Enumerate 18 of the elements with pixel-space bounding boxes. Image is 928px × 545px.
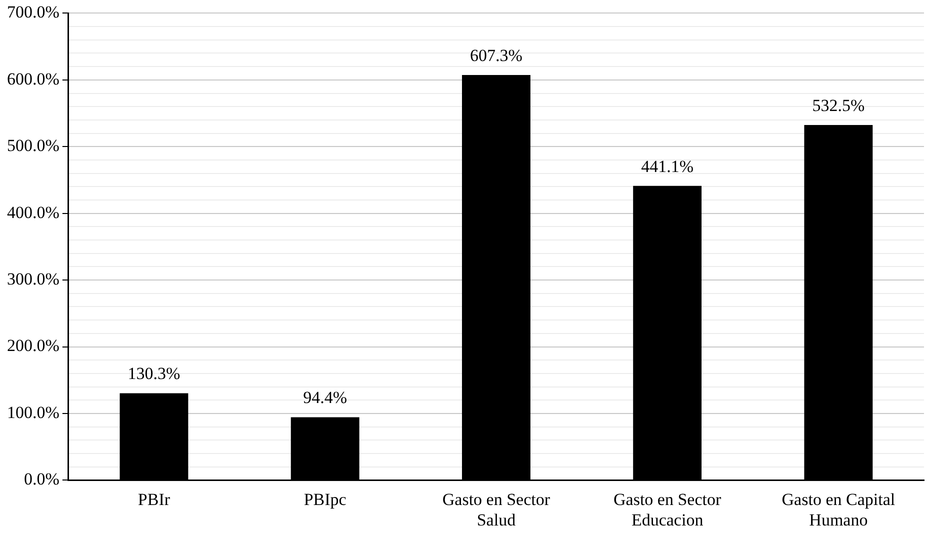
data-label: 441.1% bbox=[641, 156, 694, 176]
data-label: 94.4% bbox=[303, 388, 348, 408]
y-tick-label: 400.0% bbox=[6, 202, 60, 222]
x-tick-label: PBIr bbox=[138, 490, 170, 509]
y-tick-label: 600.0% bbox=[6, 69, 60, 88]
y-tick-label: 100.0% bbox=[6, 402, 60, 422]
data-label: 607.3% bbox=[470, 46, 522, 66]
data-label: 532.5% bbox=[812, 96, 865, 115]
y-tick-label: 200.0% bbox=[6, 336, 60, 356]
y-tick-label: 700.0% bbox=[6, 2, 60, 22]
y-tick-label: 0.0% bbox=[24, 470, 60, 489]
x-tick-label: PBIpc bbox=[304, 490, 347, 509]
x-tick-label: Gasto en Sector Educacion bbox=[614, 490, 722, 530]
x-tick-label: Gasto en Capital Humano bbox=[782, 490, 896, 530]
x-tick-label: Gasto en Sector Salud bbox=[442, 490, 550, 530]
y-tick-label: 300.0% bbox=[6, 270, 60, 289]
data-label: 130.3% bbox=[128, 364, 180, 384]
y-tick-label: 500.0% bbox=[6, 136, 60, 156]
